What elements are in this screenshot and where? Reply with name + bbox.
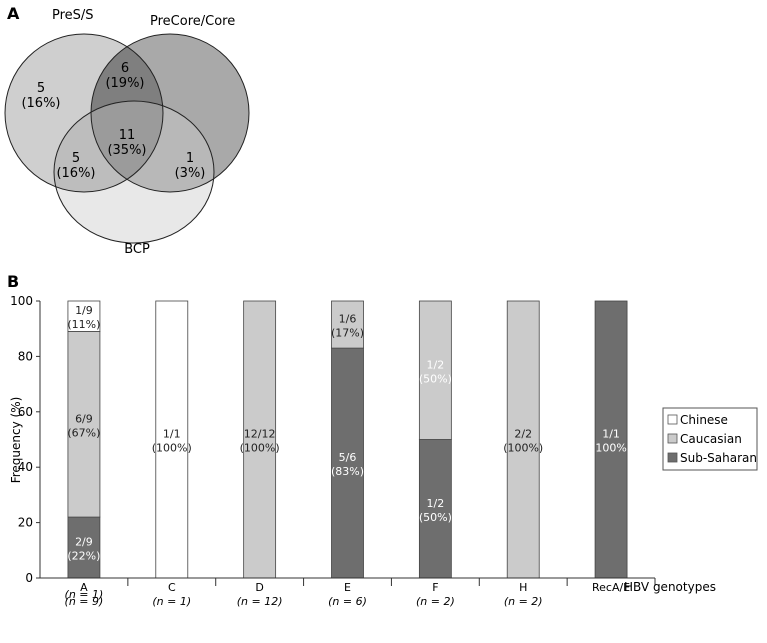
y-tick-label: 40	[18, 460, 33, 474]
x-axis-title: HBV genotypes	[624, 580, 716, 594]
precore-outline	[90, 33, 250, 193]
bar-percent-label: (100%)	[240, 442, 280, 455]
bcp-set-label: BCP	[124, 242, 150, 257]
x-category-n: (n = 1)	[152, 595, 191, 608]
legend-swatch-caucasian	[667, 433, 678, 444]
bar-value-label: 2/2	[514, 428, 532, 441]
pres-precore-count: 6	[121, 61, 129, 76]
x-category-n: (n = 2)	[416, 595, 455, 608]
pres-only-count: 5	[37, 81, 45, 96]
x-category-label: C	[168, 581, 176, 594]
bar-percent-label: (83%)	[331, 465, 364, 478]
stacked-bar-chart: B Frequency (%) 0 20 40 60 80 100 2/9(22%) 6/9…	[7, 272, 758, 608]
legend-swatch-chinese	[667, 414, 678, 425]
bar-segment-caucasian	[67, 331, 101, 518]
legend-box	[662, 407, 758, 471]
x-category-label: D	[255, 581, 263, 594]
panel-a-label: A	[7, 4, 20, 23]
pres-only-pct: (16%)	[21, 96, 60, 111]
bar-value-label: 1/1	[163, 428, 181, 441]
bar-segment-caucasian	[418, 300, 452, 440]
bar-percent-label: (50%)	[419, 511, 452, 524]
y-axis-title: Frequency (%)	[9, 397, 23, 484]
precore-set-label: PreCore/Core	[150, 14, 235, 29]
pres-bcp-pct: (16%)	[56, 166, 95, 181]
bar-percent-label: (100%)	[152, 442, 192, 455]
y-tick-label: 100	[10, 294, 33, 308]
bar-percent-label: (100%)	[503, 442, 543, 455]
legend-swatch-sub-saharan	[667, 452, 678, 463]
x-category-label: A	[80, 581, 88, 594]
x-category-n: (n = 9)	[65, 595, 104, 608]
y-tick-label: 60	[18, 405, 33, 419]
bar-value-label: 1/6	[339, 313, 357, 326]
bar-value-label: 2/9	[75, 536, 93, 549]
bars: 2/9(22%)6/9(67%)1/9(11%)1/1(100%)12/12(1…	[67, 300, 631, 579]
legend-label-caucasian: Caucasian	[680, 432, 742, 446]
legend-label-sub-saharan: Sub-Saharan	[680, 451, 757, 465]
y-tick-label: 80	[18, 349, 33, 363]
pres-set-label: PreS/S	[52, 8, 94, 23]
pres-bcp-count: 5	[72, 151, 80, 166]
legend-label-chinese: Chinese	[680, 413, 728, 427]
x-category-n: (n = 6)	[328, 595, 367, 608]
x-category-n: (n = 2)	[504, 595, 543, 608]
bar-value-label: 1/1	[602, 428, 620, 441]
x-category-n: (n = 12)	[237, 595, 283, 608]
panel-b-label: B	[7, 272, 19, 291]
y-tick-label: 20	[18, 516, 33, 530]
bar-value-label: 1/2	[427, 358, 445, 371]
legend: Chinese Caucasian Sub-Saharan	[662, 407, 758, 471]
bar-value-label: 1/2	[427, 497, 445, 510]
x-category-label: F	[432, 581, 438, 594]
bar-value-label: 1/9	[75, 304, 93, 317]
bar-segment-sub-saharan	[418, 439, 452, 579]
y-tick-label: 0	[25, 571, 33, 585]
precore-bcp-count: 1	[186, 151, 194, 166]
venn-diagram: A PreS/S PreCore/Core BCP 5 (16%) 6 (	[4, 4, 250, 257]
all-three-count: 11	[119, 128, 136, 143]
bar-percent-label: (50%)	[419, 372, 452, 385]
x-axis: A(n = 9)C(n = 1)D(n = 12)E(n = 6)F(n = 2…	[40, 577, 656, 608]
x-category-label: E	[344, 581, 351, 594]
bar-segment-chinese	[155, 300, 189, 579]
bar-percent-label: (11%)	[67, 318, 100, 331]
x-category-label: H	[519, 581, 527, 594]
bar-percent-label: (67%)	[67, 426, 100, 439]
x-category-label: RecA/E	[592, 581, 630, 594]
bar-percent-label: (100%)	[591, 442, 631, 455]
precore-bcp-pct: (3%)	[175, 166, 206, 181]
pres-precore-pct: (19%)	[105, 76, 144, 91]
bar-segment-caucasian	[331, 300, 364, 349]
bar-segment-caucasian	[243, 300, 277, 579]
pres-outline	[4, 33, 164, 193]
bar-segment-chinese	[67, 300, 101, 332]
bar-percent-label: (17%)	[331, 327, 364, 340]
all-three-pct: (35%)	[107, 143, 146, 158]
y-axis: 0 20 40 60 80 100	[10, 294, 41, 585]
bar-percent-label: (22%)	[67, 550, 100, 563]
bcp-outline	[53, 100, 215, 244]
bar-value-label: 5/6	[339, 451, 357, 464]
bar-value-label: 12/12	[244, 428, 276, 441]
category-a-extra-n: (n = 1)	[65, 588, 104, 601]
bar-segment-sub-saharan	[331, 347, 364, 579]
bar-value-label: 6/9	[75, 412, 93, 425]
